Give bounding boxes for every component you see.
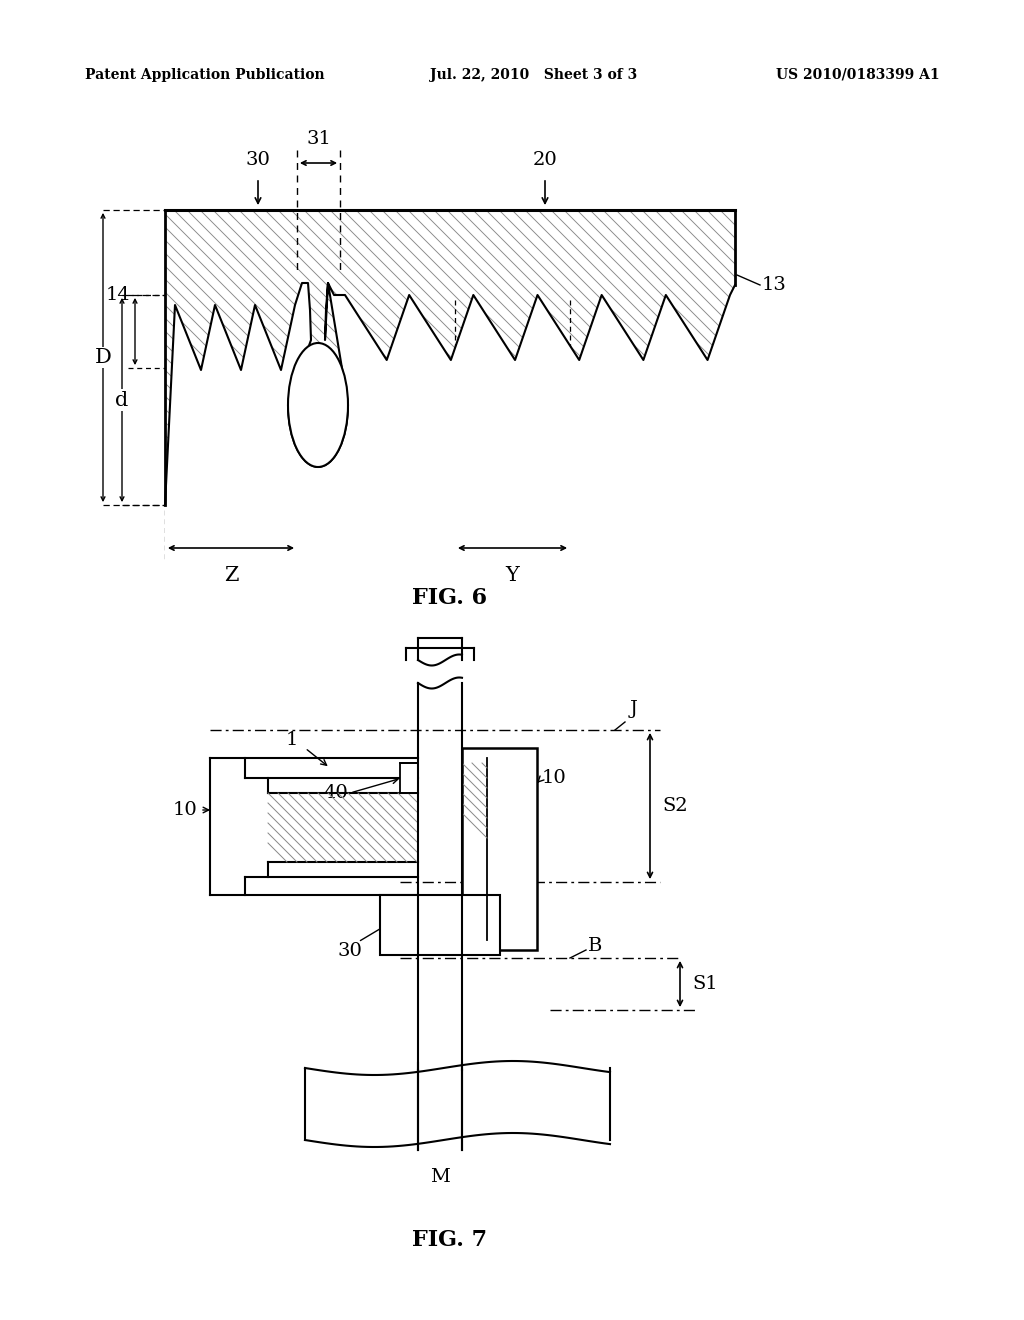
- Text: Jul. 22, 2010   Sheet 3 of 3: Jul. 22, 2010 Sheet 3 of 3: [430, 69, 637, 82]
- Text: US 2010/0183399 A1: US 2010/0183399 A1: [776, 69, 940, 82]
- Bar: [305, 1068, 610, 1140]
- Text: J: J: [630, 700, 638, 718]
- Text: S1: S1: [692, 975, 718, 993]
- Ellipse shape: [288, 343, 348, 467]
- Bar: [0, 0, 1024, 210]
- Text: 31: 31: [306, 129, 331, 148]
- Bar: [400, 763, 418, 793]
- Text: FIG. 7: FIG. 7: [413, 1229, 487, 1251]
- Text: 20: 20: [532, 150, 557, 169]
- Bar: [0, 560, 1024, 1320]
- Text: 10: 10: [172, 801, 197, 818]
- Text: Y: Y: [506, 566, 519, 585]
- Text: 13: 13: [762, 276, 786, 294]
- Text: 10: 10: [542, 770, 566, 787]
- Text: B: B: [588, 937, 602, 954]
- Bar: [0, 0, 165, 1320]
- Text: 20: 20: [383, 942, 408, 960]
- Text: M: M: [430, 1168, 450, 1185]
- Text: Z: Z: [224, 566, 239, 585]
- Text: 14: 14: [105, 286, 130, 304]
- Text: 30: 30: [338, 942, 362, 960]
- Bar: [380, 895, 500, 954]
- Text: 30: 30: [246, 150, 270, 169]
- Polygon shape: [165, 282, 735, 579]
- Bar: [735, 0, 1024, 1320]
- Text: d: d: [116, 391, 129, 409]
- Text: 1: 1: [286, 731, 298, 748]
- Bar: [418, 1063, 462, 1150]
- Text: 40: 40: [324, 784, 348, 803]
- Text: D: D: [94, 348, 112, 367]
- Text: 15: 15: [305, 411, 331, 429]
- Text: S2: S2: [662, 797, 688, 814]
- Ellipse shape: [288, 343, 348, 467]
- Bar: [462, 748, 537, 950]
- Text: FIG. 6: FIG. 6: [413, 587, 487, 609]
- Text: Patent Application Publication: Patent Application Publication: [85, 69, 325, 82]
